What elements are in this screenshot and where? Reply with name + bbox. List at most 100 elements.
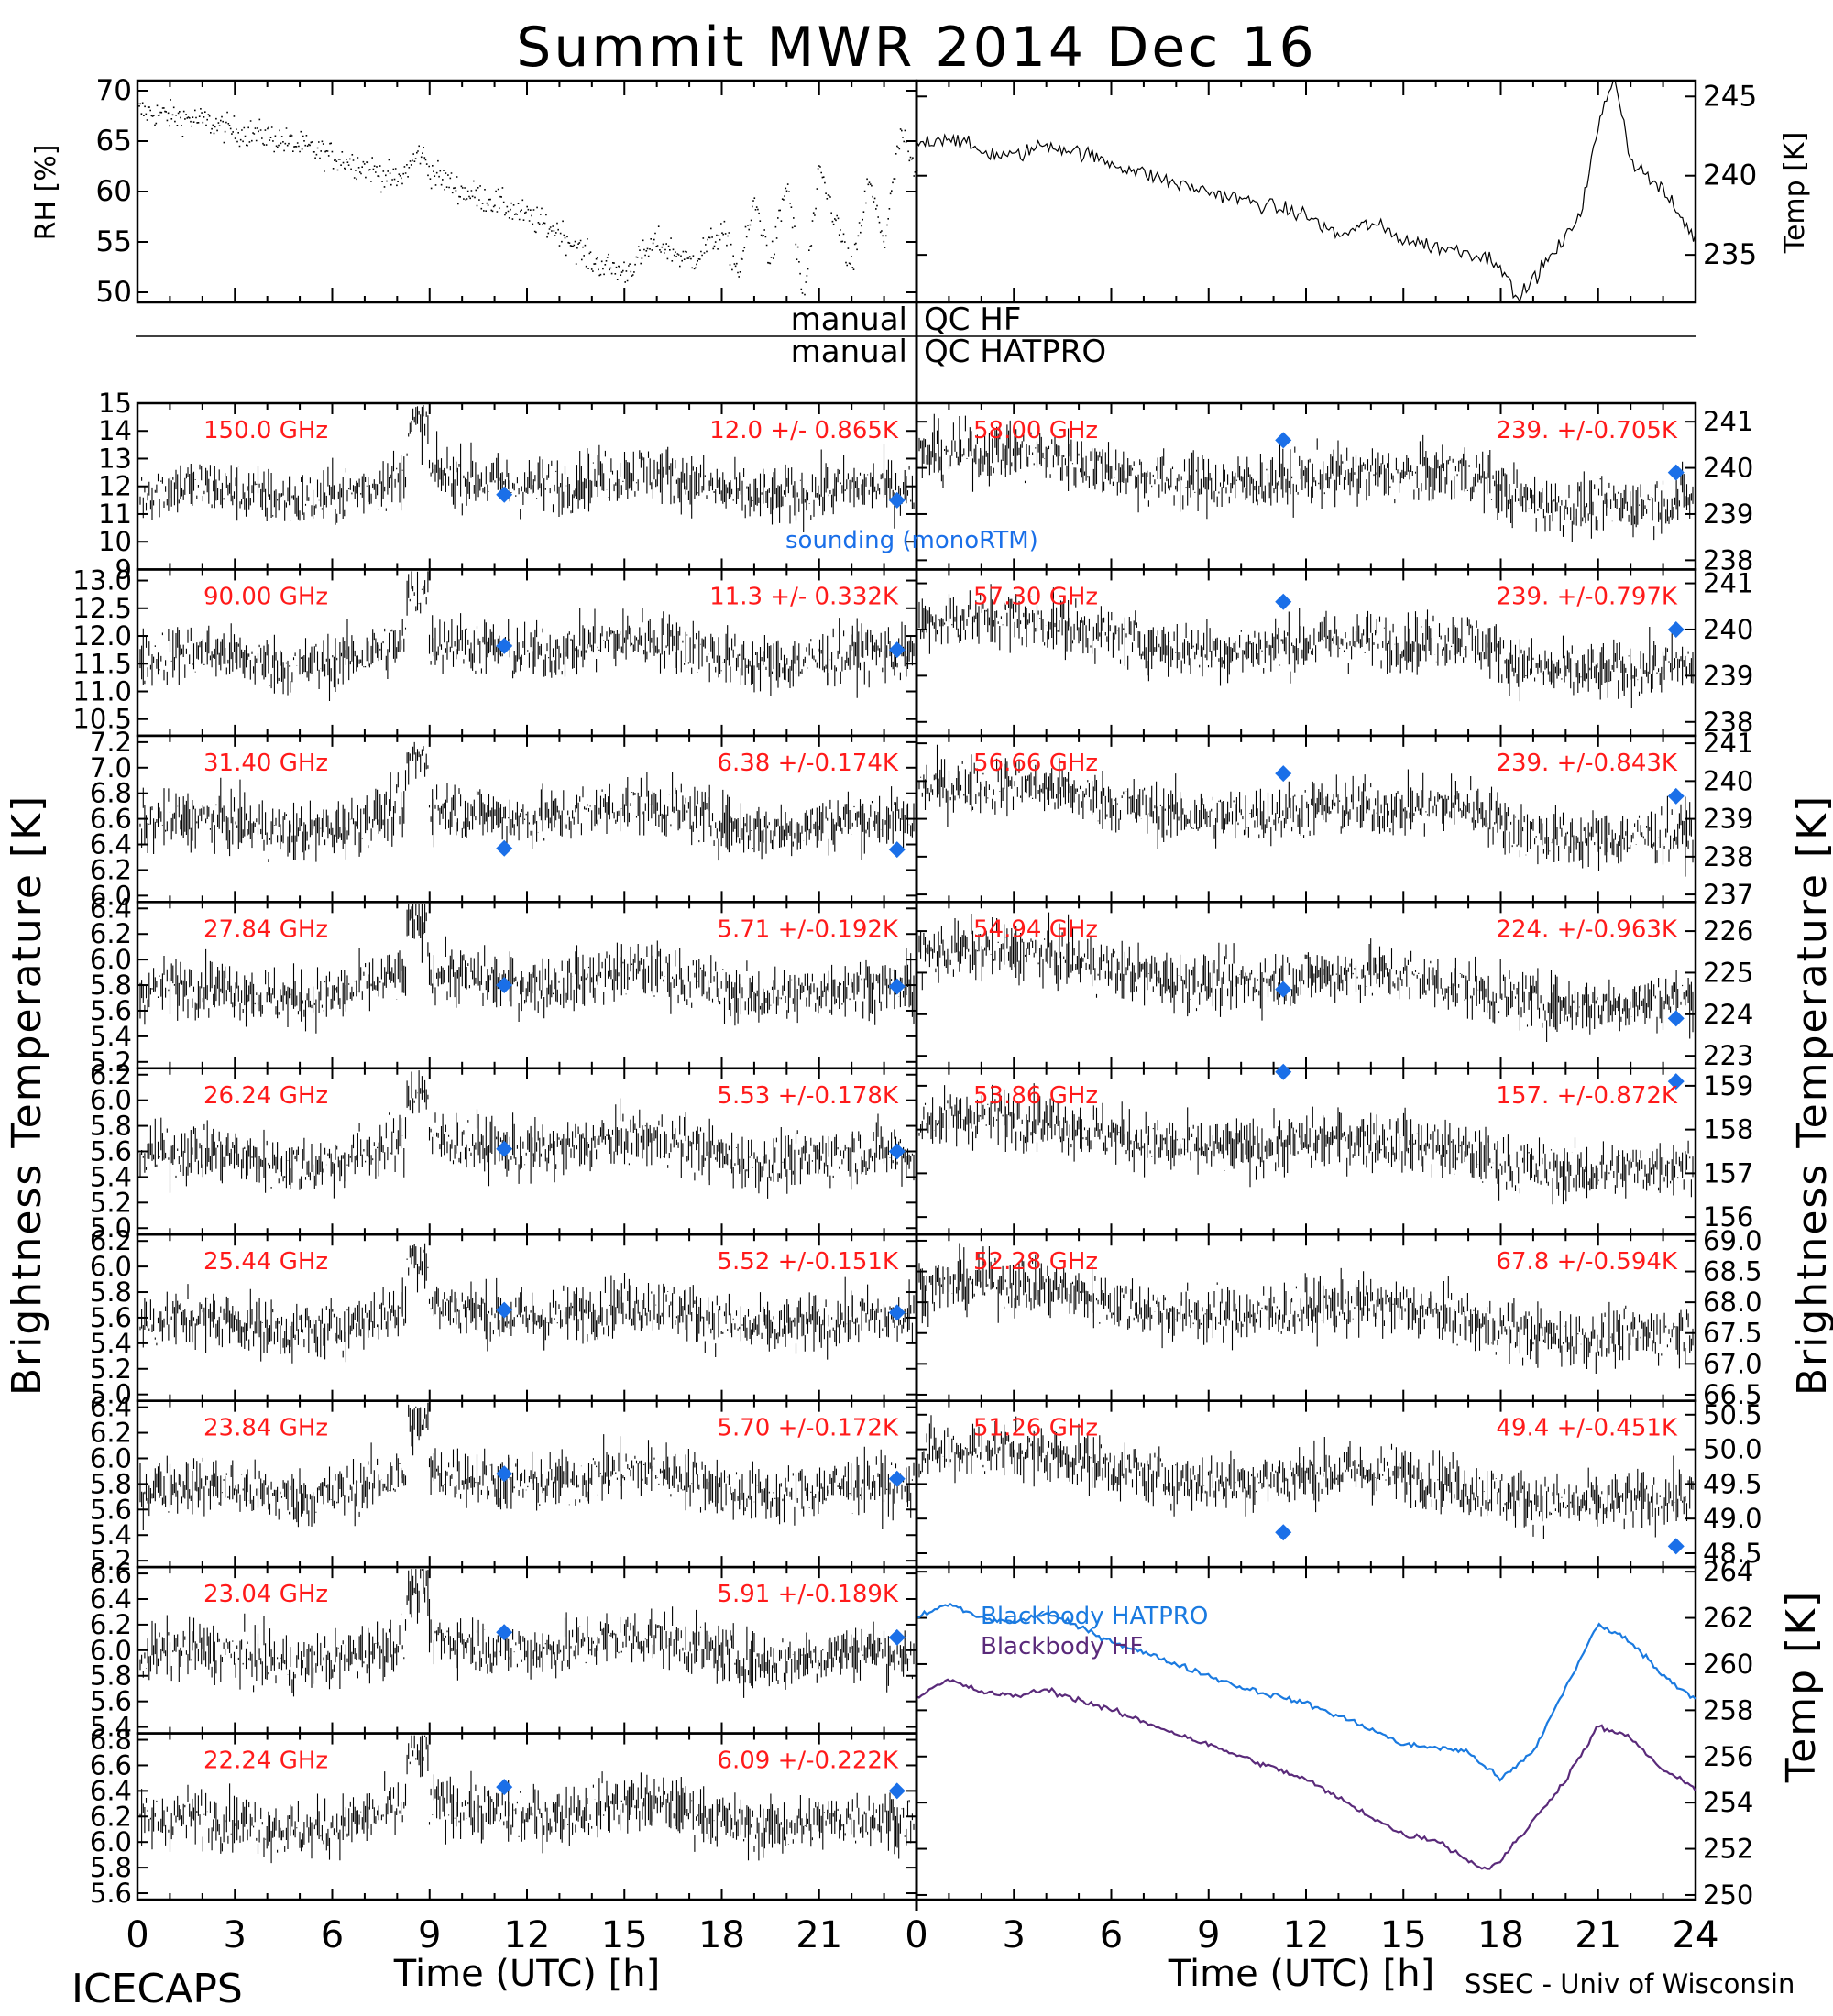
channel-5228-data-points	[918, 1243, 1694, 1374]
channel-2784-stat-label: 5.71 +/-0.192K	[717, 915, 899, 943]
x-tick-label: 6	[1100, 1914, 1123, 1956]
y-axis-label-right: Brightness Temperature [K]	[1789, 794, 1833, 1396]
channel-2624-tick-label: 6.0	[90, 1085, 132, 1116]
channel-1500-tick-label: 11	[98, 499, 132, 530]
x-tick-label: 9	[418, 1914, 441, 1956]
channel-5666-data-points	[918, 744, 1694, 877]
blackbody-y-axis-label: Temp [K]	[1778, 1590, 1825, 1783]
rh-frame	[136, 79, 918, 304]
channel-2624-tick-label: 5.2	[90, 1187, 132, 1218]
channel-2624-frequency-label: 26.24 GHz	[203, 1082, 328, 1110]
channel-2304-data-points	[139, 1569, 915, 1698]
qc-row2-right: QC HATPRO	[924, 334, 1106, 370]
channel-2384-tick-label: 5.8	[90, 1468, 132, 1499]
channel-9000-tick-label: 11.5	[72, 648, 132, 679]
channel-2624-data-points	[139, 1070, 915, 1199]
channel-2544-tick-label: 6.0	[90, 1251, 132, 1282]
rh-tick-label: 55	[96, 225, 132, 258]
channel-2624-sounding-marker	[496, 1140, 513, 1157]
channel-1500-data-points	[139, 405, 915, 532]
channel-2384-sounding-marker	[496, 1465, 513, 1483]
channel-5730-stat-label: 239. +/-0.797K	[1496, 583, 1678, 610]
channel-2224-sounding-marker	[496, 1779, 513, 1796]
channel-2384-tick-label: 5.6	[90, 1494, 132, 1525]
channel-3140-tick-label: 7.0	[90, 752, 132, 783]
x-tick-label: 3	[224, 1914, 247, 1956]
channel-5666-tick-label: 237	[1703, 879, 1753, 910]
channel-2304-tick-label: 5.6	[90, 1686, 132, 1717]
channel-2544-sounding-marker	[888, 1304, 906, 1321]
channel-3140-tick-label: 6.6	[90, 804, 132, 835]
x-tick-label: 18	[698, 1914, 745, 1956]
channel-5228-tick-label: 69.0	[1703, 1225, 1762, 1256]
channel-2384-tick-label: 6.0	[90, 1442, 132, 1474]
channel-3140-tick-label: 6.4	[90, 829, 132, 860]
blackbody-series-hatpro	[916, 1603, 1696, 1782]
channel-5494-tick-label: 225	[1703, 957, 1753, 988]
channel-5386-stat-label: 157. +/-0.872K	[1496, 1082, 1678, 1110]
channel-1500-tick-label: 10	[98, 526, 132, 557]
channel-2224-tick-label: 6.0	[90, 1826, 132, 1857]
sounding-label: sounding (monoRTM)	[785, 527, 1038, 554]
channel-5494-sounding-marker	[1275, 981, 1292, 998]
channel-3140-tick-label: 6.8	[90, 778, 132, 809]
channel-9000-sounding-marker	[888, 641, 906, 659]
channel-2784-tick-label: 5.8	[90, 970, 132, 1001]
channel-5730-tick-label: 238	[1703, 707, 1753, 738]
channel-3140-stat-label: 6.38 +/-0.174K	[717, 750, 899, 777]
x-axis-label-left: Time (UTC) [h]	[393, 1953, 660, 1995]
channel-3140-tick-label: 6.0	[90, 880, 132, 911]
channel-5386-tick-label: 159	[1703, 1070, 1753, 1101]
channel-5494-stat-label: 224. +/-0.963K	[1496, 915, 1678, 943]
channel-2384-tick-label: 6.4	[90, 1392, 132, 1423]
channel-5494-data-points	[918, 912, 1694, 1042]
channel-2224-tick-label: 6.4	[90, 1775, 132, 1806]
channel-2384-tick-label: 6.2	[90, 1418, 132, 1449]
channel-3140-tick-label: 6.2	[90, 854, 132, 885]
channel-5494-frequency-label: 54.94 GHz	[973, 915, 1098, 943]
channel-9000-tick-label: 10.5	[72, 704, 132, 735]
channel-1500-tick-label: 15	[98, 388, 132, 419]
channel-2224-data-points	[139, 1735, 915, 1864]
rh-tick-label: 60	[96, 175, 132, 208]
blackbody-tick-label: 250	[1703, 1879, 1753, 1911]
channel-5800-sounding-marker	[1275, 432, 1292, 449]
channel-2784-tick-label: 5.6	[90, 995, 132, 1026]
channel-2304-tick-label: 6.2	[90, 1609, 132, 1640]
channel-9000-tick-label: 12.0	[72, 620, 132, 652]
temp-line	[916, 81, 1696, 303]
channel-5126-data-points	[918, 1415, 1694, 1539]
channel-5666-sounding-marker	[1667, 787, 1685, 805]
channel-2384-frequency-label: 23.84 GHz	[203, 1415, 328, 1442]
x-tick-label: 9	[1197, 1914, 1220, 1956]
channel-2784-tick-label: 6.0	[90, 944, 132, 975]
channel-2224-tick-label: 6.8	[90, 1725, 132, 1756]
channel-2304-stat-label: 5.91 +/-0.189K	[717, 1581, 899, 1608]
channel-3140-data-points	[139, 741, 915, 862]
footer-left: ICECAPS	[71, 1966, 243, 2012]
channel-5494-sounding-marker	[1667, 1010, 1685, 1027]
channel-2224-frequency-label: 22.24 GHz	[203, 1748, 328, 1775]
channel-5666-tick-label: 238	[1703, 841, 1753, 872]
temp-tick-label: 235	[1703, 238, 1757, 271]
channel-5730-tick-label: 239	[1703, 660, 1753, 691]
channel-9000-sounding-marker	[496, 637, 513, 654]
channel-2544-tick-label: 5.6	[90, 1302, 132, 1333]
channel-2224-tick-label: 6.2	[90, 1801, 132, 1832]
channel-2624-sounding-marker	[888, 1143, 906, 1160]
figure-title: Summit MWR 2014 Dec 16	[516, 16, 1316, 80]
blackbody-tick-label: 260	[1703, 1649, 1753, 1680]
channel-5228-tick-label: 67.5	[1703, 1318, 1762, 1349]
channel-5800-stat-label: 239. +/-0.705K	[1496, 417, 1678, 444]
channel-5730-sounding-marker	[1667, 620, 1685, 638]
channel-2624-tick-label: 5.0	[90, 1212, 132, 1244]
channel-1500-sounding-marker	[496, 486, 513, 503]
channel-2304-tick-label: 6.0	[90, 1635, 132, 1666]
channel-5800-tick-label: 238	[1703, 544, 1753, 575]
channel-2624-stat-label: 5.53 +/-0.178K	[717, 1082, 899, 1110]
blackbody-panel: 250 252 254 256 258 260 262 264 Temp [K] Blackbod…	[915, 1556, 1825, 1911]
y-axis-label-left: Brightness Temperature [K]	[4, 794, 50, 1396]
temperature-panel: 235 240 245 Temp [K]	[915, 79, 1811, 304]
footer-right: SSEC - Univ of Wisconsin	[1465, 1968, 1795, 2000]
